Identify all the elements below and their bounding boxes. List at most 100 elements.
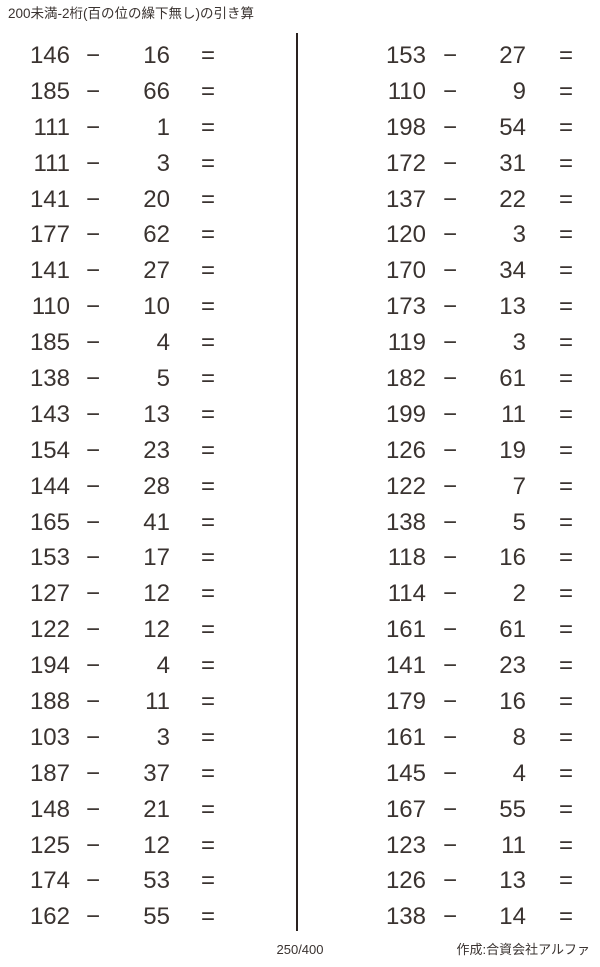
subtrahend: 4 (156, 652, 170, 680)
minus-operator: − (85, 185, 100, 213)
subtrahend: 62 (143, 221, 170, 249)
problem-row: 145− 4 = (300, 756, 600, 792)
minuend: 187 (29, 759, 70, 787)
subtrahend: 27 (143, 257, 170, 285)
minuend: 143 (29, 400, 70, 428)
minus-operator: − (85, 867, 100, 895)
equals-sign: = (200, 77, 215, 105)
equals-sign: = (200, 472, 215, 500)
minuend: 162 (29, 903, 70, 931)
subtrahend: 12 (143, 831, 170, 859)
minus-operator: − (85, 616, 100, 644)
minus-operator: − (442, 903, 457, 931)
equals-sign: = (558, 221, 573, 249)
equals-sign: = (558, 759, 573, 787)
minuend: 161 (385, 616, 426, 644)
subtrahend: 7 (512, 472, 526, 500)
subtrahend: 3 (156, 723, 170, 751)
problem-row: 187− 37 = (0, 756, 300, 792)
subtrahend: 41 (143, 508, 170, 536)
minuend: 199 (385, 400, 426, 428)
minuend: 182 (385, 364, 426, 392)
problem-row: 126− 19 = (300, 433, 600, 469)
minuend: 146 (29, 41, 70, 69)
minus-operator: − (85, 77, 100, 105)
page-footer: 250/400 作成:合資会社アルファ (0, 939, 600, 961)
subtrahend: 13 (499, 293, 526, 321)
equals-sign: = (558, 293, 573, 321)
equals-sign: = (558, 544, 573, 572)
equals-sign: = (558, 400, 573, 428)
minuend: 148 (29, 795, 70, 823)
problem-row: 141− 27 = (0, 253, 300, 289)
subtrahend: 53 (143, 867, 170, 895)
minuend: 120 (385, 221, 426, 249)
minus-operator: − (442, 113, 457, 141)
problem-row: 143− 13 = (0, 397, 300, 433)
minuend: 177 (29, 221, 70, 249)
problem-row: 127− 12 = (0, 576, 300, 612)
problem-row: 103− 3 = (0, 720, 300, 756)
problem-row: 122− 7 = (300, 469, 600, 505)
minus-operator: − (85, 113, 100, 141)
minus-operator: − (85, 257, 100, 285)
equals-sign: = (200, 113, 215, 141)
minus-operator: − (442, 41, 457, 69)
problem-row: 138− 5 = (300, 505, 600, 541)
subtrahend: 13 (143, 400, 170, 428)
minus-operator: − (442, 687, 457, 715)
minus-operator: − (85, 580, 100, 608)
subtrahend: 3 (156, 149, 170, 177)
problem-row: 141− 23 = (300, 648, 600, 684)
equals-sign: = (200, 867, 215, 895)
subtrahend: 5 (156, 364, 170, 392)
minus-operator: − (85, 221, 100, 249)
minuend: 126 (385, 436, 426, 464)
subtrahend: 8 (512, 723, 526, 751)
problem-row: 153− 27 = (300, 38, 600, 74)
minuend: 119 (387, 329, 426, 357)
minus-operator: − (442, 508, 457, 536)
subtrahend: 20 (143, 185, 170, 213)
problem-row: 111− 1 = (0, 110, 300, 146)
subtrahend: 61 (499, 616, 526, 644)
minus-operator: − (442, 329, 457, 357)
subtrahend: 21 (143, 795, 170, 823)
minuend: 188 (29, 687, 70, 715)
equals-sign: = (200, 364, 215, 392)
problem-row: 153− 17 = (0, 540, 300, 576)
minuend: 167 (385, 795, 426, 823)
minuend: 141 (29, 257, 70, 285)
subtrahend: 11 (501, 400, 526, 428)
minus-operator: − (85, 364, 100, 392)
minus-operator: − (442, 867, 457, 895)
problem-row: 170− 34 = (300, 253, 600, 289)
subtrahend: 3 (512, 221, 526, 249)
equals-sign: = (200, 580, 215, 608)
minuend: 123 (385, 831, 426, 859)
problem-row: 111− 3 = (0, 146, 300, 182)
minus-operator: − (85, 652, 100, 680)
problem-row: 177− 62 = (0, 217, 300, 253)
minus-operator: − (85, 436, 100, 464)
subtrahend: 28 (143, 472, 170, 500)
minus-operator: − (442, 652, 457, 680)
subtrahend: 4 (156, 329, 170, 357)
minuend: 161 (385, 723, 426, 751)
minus-operator: − (442, 759, 457, 787)
equals-sign: = (558, 77, 573, 105)
minus-operator: − (442, 77, 457, 105)
minus-operator: − (442, 185, 457, 213)
subtrahend: 13 (499, 867, 526, 895)
subtrahend: 16 (499, 544, 526, 572)
minus-operator: − (442, 723, 457, 751)
problem-row: 188− 11 = (0, 684, 300, 720)
subtrahend: 37 (143, 759, 170, 787)
problem-row: 118− 16 = (300, 540, 600, 576)
equals-sign: = (558, 149, 573, 177)
equals-sign: = (558, 687, 573, 715)
minuend: 122 (385, 472, 426, 500)
minuend: 179 (385, 687, 426, 715)
subtrahend: 16 (499, 687, 526, 715)
subtrahend: 10 (143, 293, 170, 321)
